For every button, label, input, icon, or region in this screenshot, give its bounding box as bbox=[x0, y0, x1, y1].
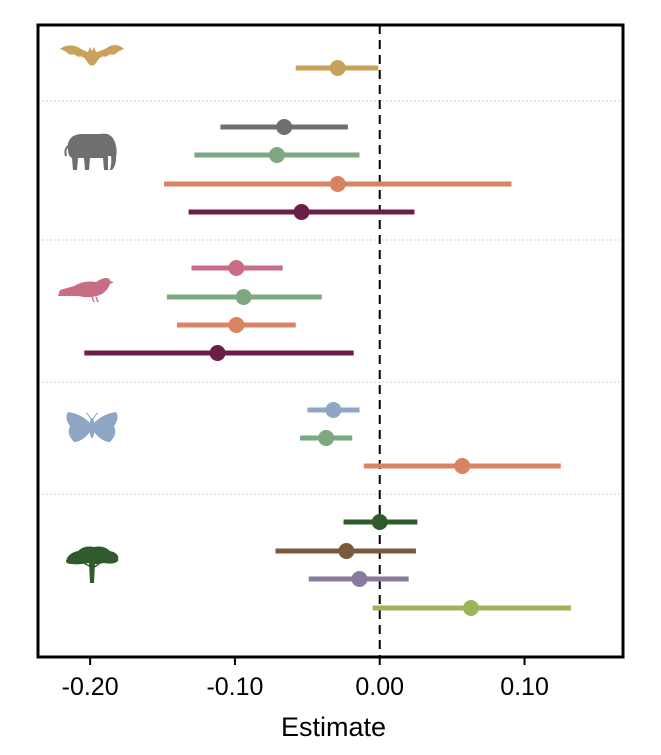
estimate-point bbox=[293, 204, 310, 220]
x-tick-label: -0.10 bbox=[206, 673, 263, 701]
estimate-point bbox=[454, 458, 471, 474]
x-tick-label: -0.20 bbox=[62, 673, 119, 701]
estimate-point bbox=[276, 119, 293, 135]
elephant-icon bbox=[64, 133, 117, 170]
estimate-point bbox=[338, 543, 355, 559]
tree-icon bbox=[66, 546, 119, 583]
estimate-point bbox=[209, 345, 226, 361]
x-axis-ticks: -0.20 -0.10 0.00 0.10 bbox=[62, 657, 549, 701]
group-separators bbox=[38, 100, 623, 495]
estimate-point bbox=[462, 600, 479, 616]
estimate-point bbox=[371, 514, 388, 530]
bird-icon bbox=[58, 278, 114, 303]
estimate-point bbox=[318, 430, 335, 446]
estimate-marks bbox=[84, 60, 571, 616]
estimate-point bbox=[329, 60, 346, 76]
group-icons bbox=[58, 45, 124, 583]
x-tick-label: 0.00 bbox=[355, 673, 404, 701]
bat-icon bbox=[60, 45, 124, 66]
estimate-point bbox=[329, 176, 346, 192]
estimate-point bbox=[325, 402, 342, 418]
plot-frame bbox=[36, 23, 625, 659]
x-tick-label: 0.10 bbox=[500, 673, 549, 701]
estimate-point bbox=[235, 289, 252, 305]
estimate-point bbox=[228, 260, 245, 276]
moth-icon bbox=[66, 412, 118, 442]
estimate-point bbox=[268, 147, 285, 163]
estimate-point bbox=[351, 571, 368, 587]
estimate-point bbox=[228, 317, 245, 333]
x-axis-label: Estimate bbox=[281, 712, 386, 742]
